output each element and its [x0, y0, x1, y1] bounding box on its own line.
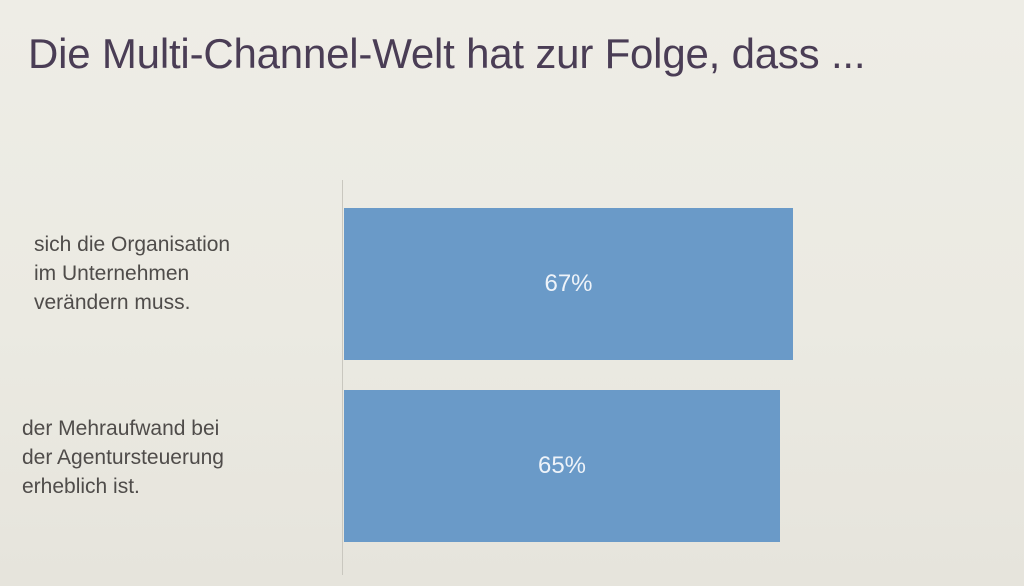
- bar-value-label: 65%: [537, 452, 587, 479]
- bar-chart: sich die Organisation im Unternehmen ver…: [0, 170, 1024, 580]
- slide-title: Die Multi-Channel-Welt hat zur Folge, da…: [28, 30, 866, 77]
- bar: 67%: [344, 208, 793, 360]
- bar-value-label: 67%: [544, 270, 593, 297]
- bar: 65%: [344, 390, 780, 542]
- category-label: sich die Organisation im Unternehmen ver…: [34, 233, 231, 314]
- category-axis-line: [342, 180, 343, 575]
- category-label: der Mehraufwand bei der Agentursteuerung…: [22, 417, 224, 498]
